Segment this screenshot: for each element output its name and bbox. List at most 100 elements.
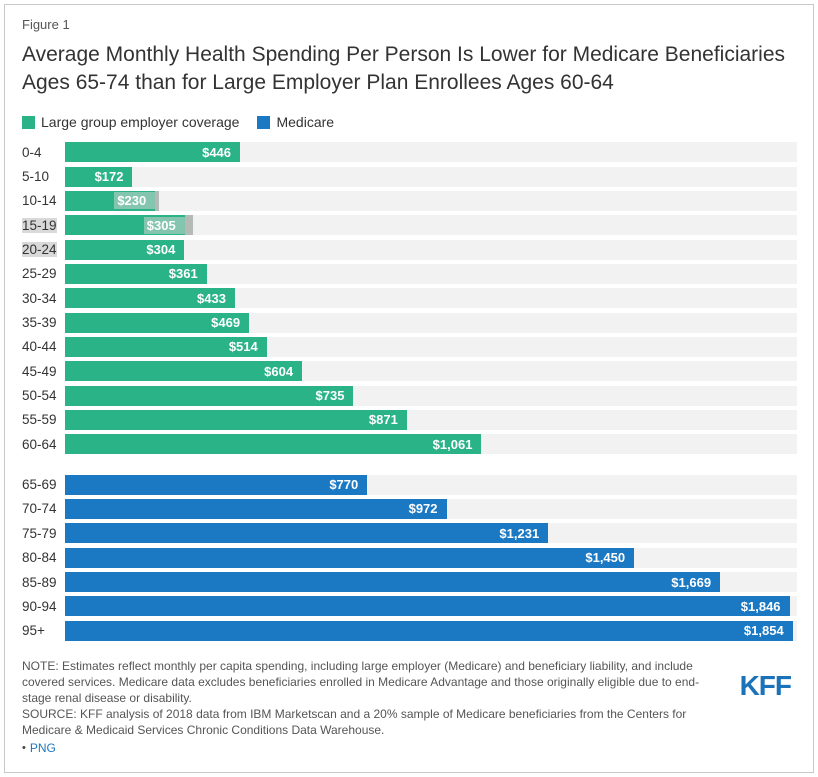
age-group-label: 15-19	[22, 217, 65, 233]
age-group-label-text: 5-10	[22, 169, 50, 185]
bar-value-label: $1,061	[432, 436, 473, 452]
bar-track: $304	[65, 239, 797, 260]
kff-logo[interactable]: KFF	[739, 669, 792, 701]
figure-panel: Figure 1 Average Monthly Health Spending…	[4, 4, 814, 773]
age-group-label: 95+	[22, 623, 65, 638]
age-group-label-text: 10-14	[22, 193, 57, 209]
medicare-bar: $1,846	[65, 596, 790, 617]
age-group-label: 80-84	[22, 550, 65, 565]
age-group-label: 30-34	[22, 291, 65, 306]
age-group-label: 50-54	[22, 388, 65, 403]
bar-track: $972	[65, 498, 797, 519]
age-group-label-text: 80-84	[22, 550, 57, 566]
png-download-link[interactable]: PNG	[29, 740, 56, 755]
legend: Large group employer coverage Medicare	[22, 114, 797, 130]
age-group-label-text: 95+	[22, 623, 45, 639]
bar-value-label: $735	[315, 388, 345, 404]
chart-row: 5-10 $172	[22, 164, 797, 188]
employer-bar-group: 0-4 $446 5-10 $172 10-14 $230 15-19 $305 20-24 $3…	[22, 140, 797, 456]
chart-row: 75-79 $1,231	[22, 521, 797, 545]
bar-track: $361	[65, 263, 797, 284]
bar-value-label: $1,231	[499, 525, 540, 541]
employer-bar: $433	[65, 288, 235, 309]
medicare-bar: $1,854	[65, 620, 793, 641]
age-group-label-text: 65-69	[22, 477, 57, 493]
age-group-label-text: 55-59	[22, 412, 57, 428]
medicare-bar: $972	[65, 498, 447, 519]
chart-row: 30-34 $433	[22, 286, 797, 310]
age-group-label-text: 50-54	[22, 388, 57, 404]
figure-title: Average Monthly Health Spending Per Pers…	[22, 43, 786, 94]
bar-value-label: $1,450	[585, 550, 626, 566]
chart-row: 45-49 $604	[22, 359, 797, 383]
employer-bar: $871	[65, 409, 407, 430]
chart-row: 50-54 $735	[22, 383, 797, 407]
employer-bar: $469	[65, 312, 250, 333]
employer-bar: $172	[65, 166, 133, 187]
legend-label-employer: Large group employer coverage	[41, 114, 240, 130]
bar-track: $172	[65, 166, 797, 187]
figure-label: Figure 1	[22, 17, 70, 32]
chart-row: 85-89 $1,669	[22, 570, 797, 594]
bar-track: $469	[65, 312, 797, 333]
age-group-label: 45-49	[22, 364, 65, 379]
chart-row: 20-24 $304	[22, 237, 797, 261]
chart-row: 70-74 $972	[22, 497, 797, 521]
bullet-icon: •	[22, 741, 26, 754]
age-group-label: 65-69	[22, 477, 65, 492]
chart-row: 40-44 $514	[22, 335, 797, 359]
selection-artifact	[155, 190, 160, 211]
bar-track: $230	[65, 190, 797, 211]
age-group-label-text: 75-79	[22, 525, 57, 541]
chart-row: 55-59 $871	[22, 408, 797, 432]
bar-value-label: $304	[146, 242, 176, 258]
bar-track: $770	[65, 474, 797, 495]
age-group-label-text: 90-94	[22, 598, 57, 614]
bar-value-label: $972	[408, 501, 438, 517]
bar-value-label: $604	[264, 363, 294, 379]
bar-track: $735	[65, 385, 797, 406]
medicare-legend-swatch-icon	[257, 115, 271, 129]
age-group-label-text: 0-4	[22, 144, 42, 160]
age-group-label-text: 60-64	[22, 436, 57, 452]
bar-track: $1,669	[65, 572, 797, 593]
age-group-label-text: 35-39	[22, 315, 57, 331]
employer-bar: $604	[65, 361, 303, 382]
chart-row: 25-29 $361	[22, 262, 797, 286]
age-group-label: 0-4	[22, 145, 65, 160]
age-group-label: 90-94	[22, 599, 65, 614]
chart-row: 90-94 $1,846	[22, 594, 797, 618]
chart-row: 65-69 $770	[22, 472, 797, 496]
age-group-label: 60-64	[22, 437, 65, 452]
medicare-bar-group: 65-69 $770 70-74 $972 75-79 $1,231 80-84 $1,450…	[22, 472, 797, 642]
age-group-label-text: 25-29	[22, 266, 57, 282]
chart-row: 80-84 $1,450	[22, 546, 797, 570]
bar-value-label: $305	[143, 216, 185, 234]
bar-track: $433	[65, 288, 797, 309]
age-group-label: 85-89	[22, 575, 65, 590]
bar-value-label: $1,854	[743, 623, 784, 639]
bar-value-label: $446	[202, 144, 232, 160]
bar-value-label: $172	[94, 169, 124, 185]
legend-item-medicare: Medicare	[257, 114, 334, 130]
employer-bar: $305	[65, 215, 185, 236]
employer-bar: $361	[65, 263, 207, 284]
bar-value-label: $230	[114, 192, 156, 210]
bar-track: $305	[65, 215, 797, 236]
bar-value-label: $1,846	[740, 598, 781, 614]
selection-artifact	[184, 215, 193, 236]
age-group-label-text-selected: 20-24	[22, 242, 57, 258]
employer-bar: $446	[65, 142, 241, 163]
employer-bar: $514	[65, 336, 267, 357]
age-group-label: 35-39	[22, 315, 65, 330]
age-group-label: 10-14	[22, 193, 65, 208]
bar-track: $604	[65, 361, 797, 382]
age-group-label-text: 40-44	[22, 339, 57, 355]
age-group-label-text-selected: 15-19	[22, 217, 57, 233]
age-group-label-text: 70-74	[22, 501, 57, 517]
age-group-label: 55-59	[22, 412, 65, 427]
chart-row: 60-64 $1,061	[22, 432, 797, 456]
chart-row: 15-19 $305	[22, 213, 797, 237]
age-group-label: 25-29	[22, 266, 65, 281]
chart-row: 10-14 $230	[22, 189, 797, 213]
